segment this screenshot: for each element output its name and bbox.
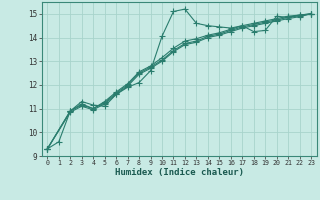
X-axis label: Humidex (Indice chaleur): Humidex (Indice chaleur) [115, 168, 244, 177]
